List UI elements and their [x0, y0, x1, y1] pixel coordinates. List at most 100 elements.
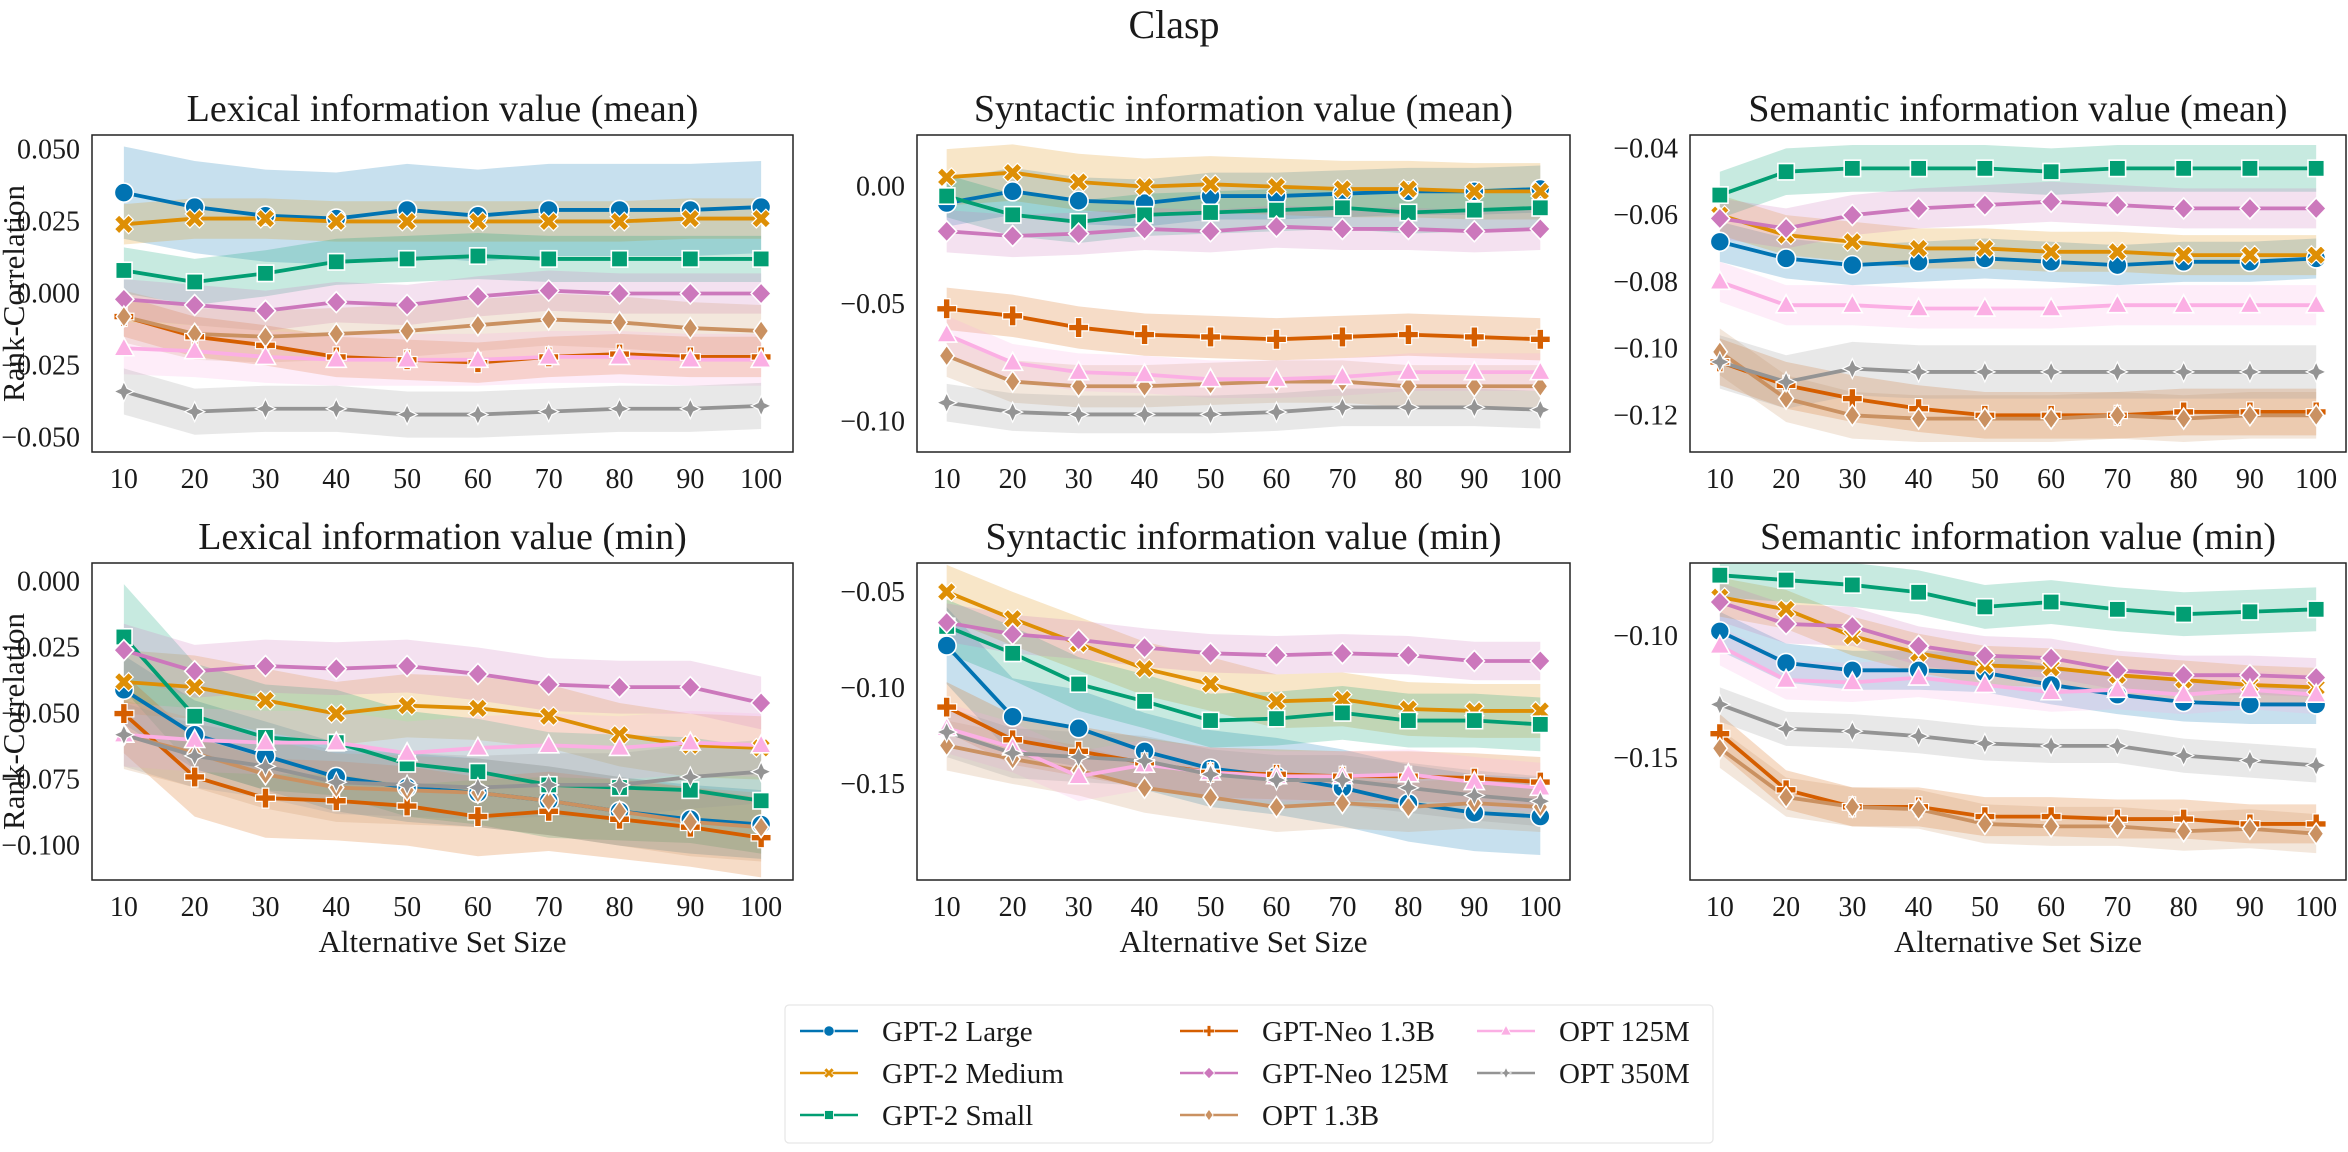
data-point-gpt-neo-125m: [1973, 644, 1996, 668]
x-tick-label: 80: [606, 464, 634, 495]
series-line-gpt-2-medium: [123, 216, 762, 227]
data-point-gpt-2-small: [2307, 159, 2326, 178]
data-point-opt-350m: [1396, 395, 1420, 419]
data-point-opt-350m: [1528, 398, 1552, 422]
data-point-gpt-2-small: [2042, 162, 2061, 181]
legend-label: GPT-2 Large: [882, 1016, 1033, 1048]
data-point-opt-1-3b: [938, 343, 956, 368]
ci-band-gpt-2-small: [123, 232, 762, 306]
data-point-opt-1-3b: [2175, 406, 2193, 431]
y-tick-label: −0.10: [1613, 334, 1678, 365]
x-tick-label: 80: [2170, 892, 2198, 923]
data-point-gpt-neo-125m: [750, 281, 773, 306]
ci-band-gpt-neo-1-3b: [123, 673, 762, 878]
data-point-gpt-2-small: [1975, 159, 1994, 178]
series-line-opt-1-3b: [1718, 350, 2317, 421]
x-tick-label: 40: [322, 464, 350, 495]
data-point-gpt-neo-125m: [679, 675, 702, 699]
data-point-gpt-neo-1-3b: [936, 696, 958, 718]
series-line-gpt-neo-125m: [946, 224, 1541, 238]
series-line-opt-350m: [1719, 360, 2317, 384]
series-line-opt-1-3b: [123, 314, 762, 339]
series-line-opt-350m: [123, 732, 762, 790]
data-point-opt-1-3b: [2307, 403, 2325, 428]
data-point-gpt-2-small: [1909, 159, 1928, 178]
x-tick-label: 10: [933, 892, 961, 923]
x-tick-label: 90: [1460, 892, 1488, 923]
data-point-opt-1-3b: [752, 319, 770, 343]
data-point-opt-125m: [537, 733, 561, 754]
data-point-gpt-2-small: [539, 249, 558, 268]
series-line-gpt-neo-125m: [123, 648, 762, 705]
data-point-opt-350m: [1973, 360, 1997, 384]
y-tick-label: −0.10: [840, 673, 905, 704]
data-point-opt-1-3b: [1910, 406, 1928, 431]
data-point-gpt-neo-125m: [1708, 206, 1731, 231]
series-line-gpt-neo-1-3b: [122, 712, 762, 840]
y-tick-label: −0.12: [1613, 400, 1678, 431]
data-point-gpt-2-small: [1069, 675, 1088, 694]
data-point-opt-1-3b: [540, 788, 558, 813]
series-line-gpt-2-small: [1719, 573, 2317, 617]
axes-frame: [916, 562, 1571, 881]
series-line-gpt-neo-1-3b: [1718, 732, 2317, 826]
legend-label: OPT 125M: [1559, 1016, 1690, 1048]
axes-frame: [91, 134, 794, 453]
data-point-gpt-2-small: [1003, 205, 1022, 224]
data-point-gpt-neo-125m: [1463, 649, 1486, 673]
data-point-opt-1-3b: [1976, 812, 1994, 836]
series-line-gpt-2-large: [123, 190, 762, 221]
data-point-gpt-2-small: [468, 247, 487, 266]
data-point-gpt-2-medium: [1974, 238, 1996, 259]
x-tick-label: 100: [1519, 464, 1561, 495]
x-axis-label: Alternative Set Size: [319, 924, 567, 959]
data-point-opt-1-3b: [681, 810, 699, 834]
data-point-opt-125m: [466, 735, 490, 757]
legend-marker: [1204, 1108, 1214, 1122]
ci-band-opt-350m: [946, 707, 1541, 827]
data-point-gpt-2-medium: [1908, 238, 1929, 259]
y-tick-label: −0.15: [840, 769, 905, 800]
data-point-opt-350m: [2172, 744, 2196, 768]
data-point-gpt-2-large: [1068, 717, 1089, 739]
data-point-gpt-2-small: [1465, 201, 1484, 220]
y-axis-label: Rank-Correlation: [0, 185, 31, 402]
data-point-gpt-neo-125m: [537, 672, 560, 697]
data-point-opt-125m: [2106, 293, 2129, 314]
data-point-opt-125m: [2238, 677, 2262, 699]
data-point-gpt-neo-125m: [254, 299, 277, 323]
data-point-gpt-neo-1-3b: [1331, 326, 1354, 348]
data-point-opt-350m: [466, 776, 490, 799]
data-point-opt-1-3b: [1843, 794, 1861, 819]
data-point-gpt-2-small: [1777, 571, 1796, 590]
data-point-opt-125m: [537, 344, 561, 366]
x-tick-label: 100: [2295, 464, 2337, 495]
data-point-opt-1-3b: [1333, 791, 1351, 816]
data-point-gpt-2-small: [114, 261, 133, 280]
y-tick-label: −0.08: [1613, 267, 1678, 298]
data-point-gpt-2-medium: [1266, 176, 1287, 197]
data-point-gpt-neo-125m: [1841, 614, 1864, 639]
data-point-gpt-neo-1-3b: [396, 795, 418, 817]
data-point-gpt-neo-125m: [2040, 190, 2063, 214]
data-point-opt-125m: [1528, 360, 1552, 381]
ci-band-gpt-2-large: [1719, 221, 2317, 286]
data-point-opt-1-3b: [2175, 819, 2193, 844]
series-line-gpt-2-medium: [1719, 213, 2317, 258]
data-point-gpt-neo-125m: [1774, 612, 1798, 636]
series-line-gpt-2-large: [1719, 239, 2317, 268]
axes-frame: [916, 134, 1571, 453]
data-point-gpt-neo-125m: [1265, 214, 1288, 239]
data-point-gpt-2-small: [1531, 198, 1550, 217]
data-point-gpt-neo-1-3b: [254, 787, 277, 809]
data-point-gpt-2-medium: [2239, 244, 2261, 266]
data-point-gpt-neo-125m: [1265, 643, 1288, 667]
y-tick-label: 0.000: [17, 279, 80, 310]
data-point-gpt-2-small: [2174, 159, 2193, 178]
x-tick-label: 10: [1706, 464, 1734, 495]
data-point-gpt-neo-1-3b: [1133, 323, 1156, 346]
data-point-opt-350m: [112, 723, 136, 747]
data-point-gpt-2-medium: [113, 671, 135, 693]
ci-band-opt-125m: [946, 315, 1541, 398]
ci-band-gpt-neo-125m: [1719, 582, 2317, 698]
